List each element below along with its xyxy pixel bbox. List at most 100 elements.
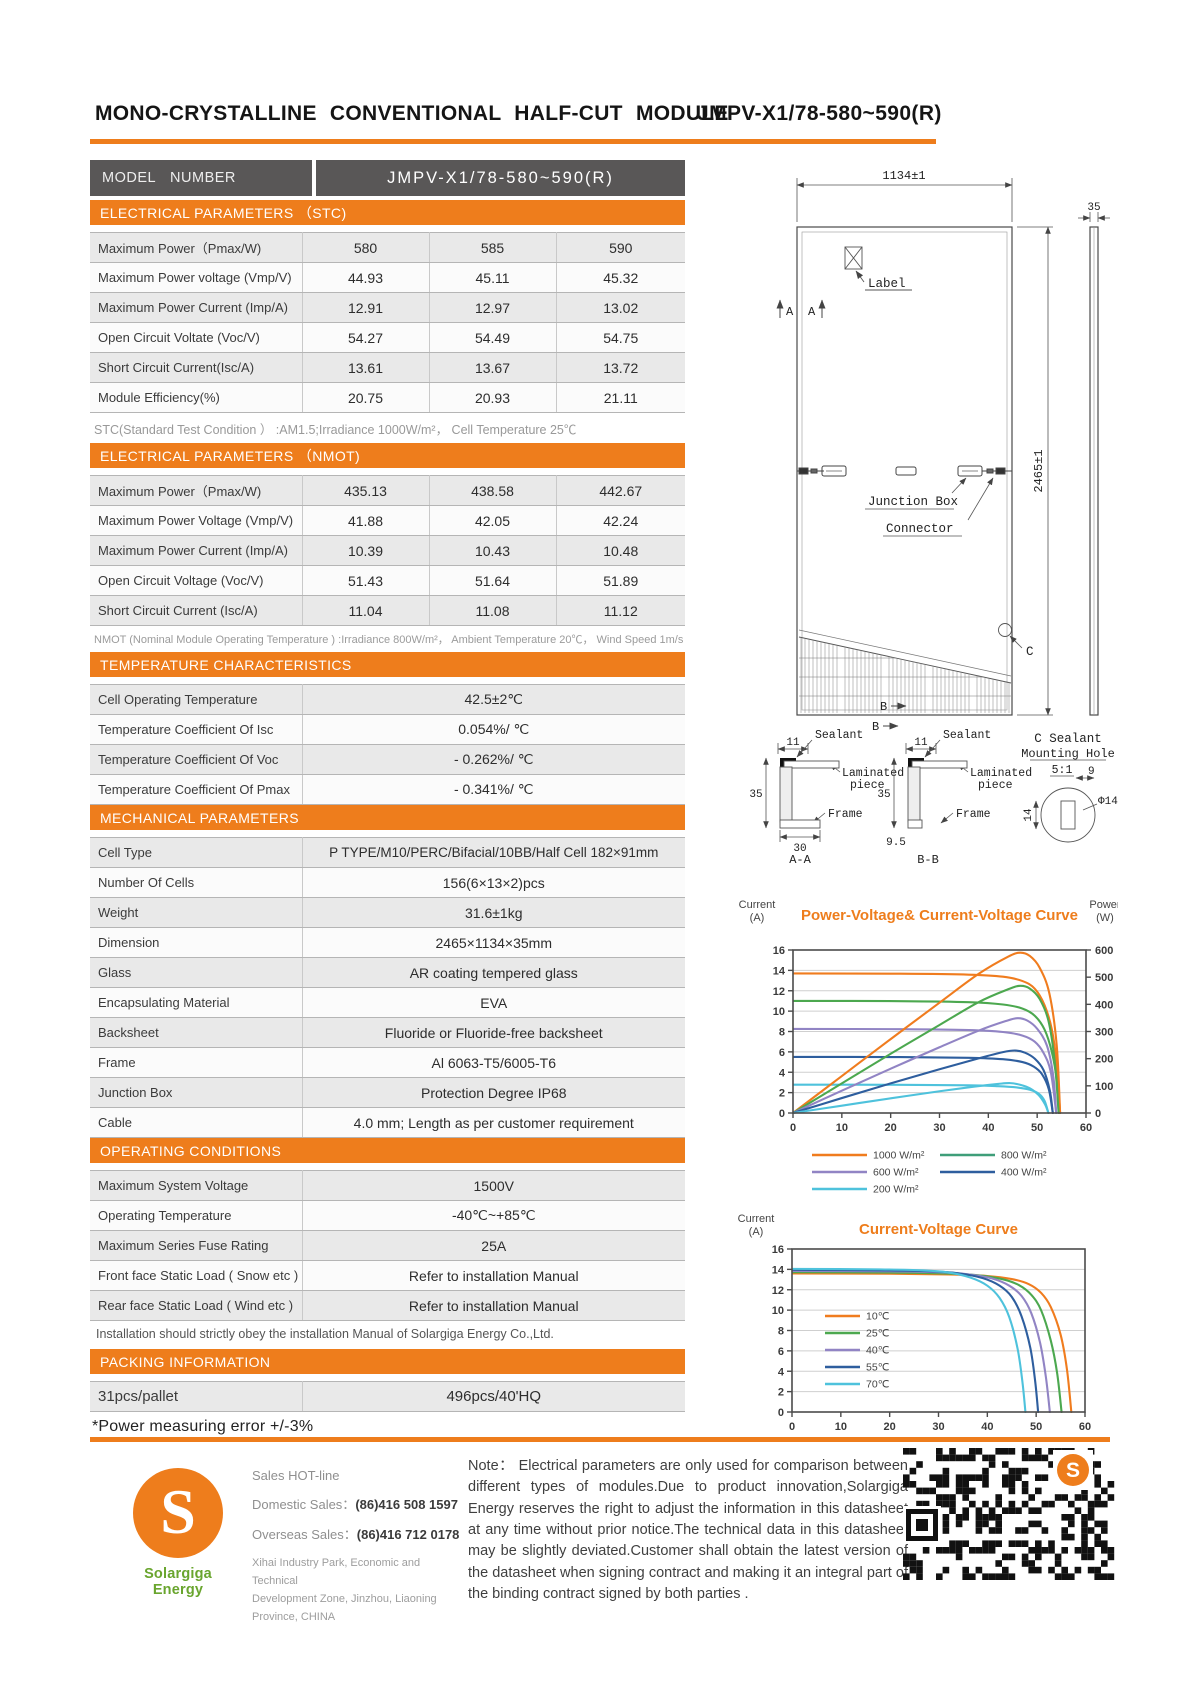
- model-number-bar: MODEL NUMBER JMPV-X1/78-580~590(R): [90, 160, 685, 196]
- param-value: AR coating tempered glass: [301, 957, 685, 988]
- junction-box-callout: Junction Box: [868, 495, 958, 509]
- param-value: 12.91: [301, 292, 429, 323]
- dim-35: 35: [877, 789, 890, 801]
- section-header-nmot-label: ELECTRICAL PARAMETERS （NMOT): [100, 447, 361, 464]
- series-IV 600W/m²: [793, 1027, 1058, 1114]
- param-label: Maximum Series Fuse Rating: [90, 1230, 302, 1261]
- section-a-title: A-A: [789, 853, 811, 865]
- param-label: Operating Temperature: [90, 1200, 302, 1231]
- laminated-label: piece: [978, 779, 1013, 792]
- section-header-mechanical-label: MECHANICAL PARAMETERS: [100, 809, 299, 826]
- param-value: Fluoride or Fluoride-free backsheet: [301, 1017, 685, 1048]
- temperature-table: Cell Operating Temperature 42.5±2℃ Temper…: [90, 684, 685, 805]
- param-value: 590: [555, 232, 685, 263]
- param-label: Maximum System Voltage: [90, 1170, 302, 1201]
- section-header-packing-label: PACKING INFORMATION: [100, 1353, 271, 1370]
- section-header-temperature-label: TEMPERATURE CHARACTERISTICS: [100, 656, 352, 673]
- stc-table: Maximum Power（Pmax/W) 580 585 590 Maximum P…: [90, 232, 685, 413]
- table-row: Glass AR coating tempered glass: [90, 957, 685, 988]
- table-row: Backsheet Fluoride or Fluoride-free backs…: [90, 1017, 685, 1048]
- legend-label: 25℃: [866, 1328, 890, 1340]
- param-label: Temperature Coefficient Of Voc: [90, 744, 302, 775]
- chart-series: [792, 1267, 1073, 1413]
- param-label: Junction Box: [90, 1077, 302, 1108]
- table-row: 31pcs/pallet 496pcs/40'HQ: [90, 1381, 685, 1412]
- address-line: Development Zone, Jinzhou, Liaoning: [252, 1593, 437, 1606]
- param-value: 51.43: [301, 565, 429, 596]
- legal-note: Note： Electrical parameters are only use…: [468, 1458, 908, 1602]
- y-tick-label: 8: [779, 1027, 785, 1039]
- operating-table: Maximum System Voltage 1500V Operating Te…: [90, 1170, 685, 1321]
- section-header-operating-label: OPERATING CONDITIONS: [100, 1142, 282, 1159]
- frame-label: Frame: [956, 808, 991, 821]
- param-value: 12.97: [428, 292, 556, 323]
- table-row: Temperature Coefficient Of Isc 0.054%/ ℃: [90, 714, 685, 745]
- section-b-title: B-B: [917, 853, 939, 865]
- param-label: 31pcs/pallet: [90, 1381, 302, 1412]
- y-tick-label: 14: [773, 965, 786, 977]
- dim-thickness: 35: [1087, 202, 1100, 214]
- y-tick-label: 16: [773, 945, 785, 957]
- model-number-value: JMPV-X1/78-580~590(R): [316, 160, 685, 196]
- param-value: 21.11: [555, 382, 685, 413]
- x-tick-label: 10: [836, 1122, 848, 1134]
- x-tick-label: 60: [1079, 1421, 1091, 1433]
- qr-s-letter: S: [1066, 1459, 1080, 1482]
- param-value: 435.13: [301, 475, 429, 506]
- legend-label: 200 W/m²: [873, 1184, 919, 1196]
- param-label: Short Circuit Current (Isc/A): [90, 595, 302, 626]
- y-tick-label: 8: [778, 1326, 784, 1338]
- left-axis-unit: (A): [750, 912, 765, 924]
- param-label: Encapsulating Material: [90, 987, 302, 1018]
- left-axis-label: Current: [739, 899, 776, 911]
- table-row: Operating Temperature -40℃~+85℃: [90, 1200, 685, 1231]
- table-row: Short Circuit Current(Isc/A) 13.61 13.67 13…: [90, 352, 685, 383]
- model-number-label: MODEL NUMBER: [90, 160, 312, 196]
- param-value: 31.6±1kg: [301, 897, 685, 928]
- param-value: P TYPE/M10/PERC/Bifacial/10BB/Half Cell …: [301, 837, 685, 868]
- y2-tick-label: 100: [1095, 1081, 1113, 1093]
- series-70℃: [792, 1267, 1027, 1413]
- y-tick-label: 2: [779, 1088, 785, 1100]
- param-value: 20.93: [428, 382, 556, 413]
- company-logo: S Solargiga Energy: [118, 1468, 238, 1598]
- table-row: Open Circuit Voltage (Voc/V) 51.43 51.64 51…: [90, 565, 685, 596]
- x-tick-label: 30: [933, 1122, 945, 1134]
- y-tick-label: 14: [772, 1264, 785, 1276]
- section-header-stc-label: ELECTRICAL PARAMETERS （STC): [100, 204, 347, 221]
- series-PV 600W/m²: [793, 1017, 1058, 1114]
- x-tick-label: 20: [884, 1421, 896, 1433]
- param-value: 42.05: [428, 505, 556, 536]
- dim-phi14: Φ14: [1098, 796, 1118, 808]
- laminated-label: piece: [850, 779, 885, 792]
- y2-tick-label: 600: [1095, 945, 1113, 957]
- y-tick-label: 2: [778, 1387, 784, 1399]
- c-mark: C: [1026, 645, 1034, 659]
- section-mark-a: A: [808, 305, 816, 319]
- dim-14: 14: [1023, 808, 1035, 822]
- x-tick-label: 20: [885, 1122, 897, 1134]
- overseas-sales-line: Overseas Sales：(86)416 712 0178: [252, 1524, 462, 1543]
- section-header-stc: ELECTRICAL PARAMETERS （STC): [90, 200, 685, 225]
- x-tick-label: 0: [790, 1122, 796, 1134]
- param-value: Protection Degree IP68: [301, 1077, 685, 1108]
- table-row: Number Of Cells 156(6×13×2)pcs: [90, 867, 685, 898]
- param-value: - 0.341%/ ℃: [301, 774, 685, 805]
- series-IV 200W/m²: [793, 1083, 1050, 1114]
- param-label: Glass: [90, 957, 302, 988]
- sealant-label: Sealant: [815, 729, 863, 742]
- param-label: Maximum Power Current (Imp/A): [90, 535, 302, 566]
- param-label: Frame: [90, 1047, 302, 1078]
- param-value: Al 6063-T5/6005-T6: [301, 1047, 685, 1078]
- address-line: Xihai Industry Park, Economic and Techni…: [252, 1557, 421, 1588]
- section-mark-b: B: [872, 720, 879, 734]
- chart-title: Current-Voltage Curve: [859, 1221, 1018, 1238]
- param-value: EVA: [301, 987, 685, 1018]
- legend-label: 400 W/m²: [1001, 1167, 1047, 1179]
- y-tick-label: 6: [779, 1047, 785, 1059]
- param-value: 20.75: [301, 382, 429, 413]
- param-value: 585: [428, 232, 556, 263]
- param-value: 580: [301, 232, 429, 263]
- dim-height: 2465±1: [1032, 449, 1046, 492]
- series-PV 200W/m²: [793, 1082, 1050, 1114]
